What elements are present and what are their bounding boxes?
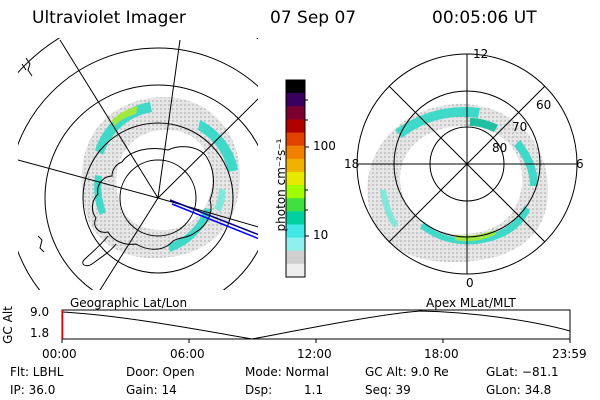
aurora-patch [420,206,530,245]
xtick-0600: 06:00 [170,347,205,361]
colorbar-segment [286,250,305,265]
xtick-1200: 12:00 [297,347,332,361]
colorbar-unit-label: photon cm⁻²s⁻¹ [274,138,288,232]
glat-info: GLat: −81.1 [486,365,559,379]
instrument-title: Ultraviolet Imager [32,8,186,28]
oval-background [367,103,548,263]
aurora-oval-left [81,96,241,259]
aurora-patch [514,140,538,186]
mlat-label-80: 80 [492,141,508,155]
filter-info: Flt: LBHL [10,365,64,379]
mlt-label-0: 0 [466,276,474,290]
colorbar-segment [286,263,305,278]
colorbar-frame [285,79,306,278]
mlat-label-60: 60 [536,98,552,112]
peninsula [82,235,117,267]
dsp-label: Dsp: [245,383,273,397]
colorbar-segment [286,158,305,173]
colorbar-segment [286,198,305,212]
aurora-patch [112,106,138,126]
apex-caption: Apex MLat/MLT [426,296,516,310]
date-label: 07 Sep 07 [270,8,357,28]
gc-alt-info: GC Alt: 9.0 Re [365,365,449,379]
colorbar-tick-100: 100 [313,139,336,153]
mlt-label-18: 18 [344,157,360,171]
apex-map [356,53,578,275]
xaxis-ticks [61,339,571,343]
colorbar-segment [286,119,305,134]
dsp-value: 1.1 [304,383,324,397]
altitude-curve [61,310,571,340]
xtick-2359: 23:59 [552,347,587,361]
colorbar-ticks [305,99,309,237]
colorbar-segment [286,237,305,252]
glon-info: GLon: 34.8 [486,383,552,397]
door-info: Door: Open [126,365,195,379]
colorbar-segment [286,80,305,94]
mlat-label-70: 70 [512,120,528,134]
colorbar-segment [286,106,305,120]
aurora-patch [214,188,226,212]
aurora-patch [198,120,238,172]
altitude-ytick-high: 9.0 [30,305,50,319]
ip-info: IP: 36.0 [10,383,56,397]
seq-info: Seq: 39 [365,383,411,397]
colorbar-segment [286,171,305,186]
colorbar-segment [286,93,305,107]
colorbar [285,79,306,278]
colorbar-segment [286,185,305,199]
mlt-lines [357,54,577,274]
colorbar-segment [286,224,305,239]
aurora-patch [95,102,152,155]
coastline [91,146,214,250]
altitude-plot [61,309,571,343]
gain-info: Gain: 14 [126,383,177,397]
aurora-patch [94,175,106,215]
aurora-patch [470,118,498,132]
altitude-ylabel: GC Alt [0,306,15,344]
aurora-patch [395,106,480,138]
colorbar-tick-10: 10 [313,228,329,242]
colorbar-segment [286,145,305,160]
mlt-label-6: 6 [576,157,584,171]
mode-info: Mode: Normal [245,365,329,379]
latitude-circles [18,38,258,290]
colorbar-segment [286,211,305,225]
coastline-fragment [21,57,45,253]
time-label: 00:05:06 UT [432,8,537,28]
mlt-label-12: 12 [473,47,489,61]
geographic-map [18,38,258,290]
xtick-0000: 00:00 [42,347,77,361]
aurora-oval-right [367,103,548,263]
aurora-patch [380,190,398,228]
colorbar-segment [286,132,305,147]
satellite-track [169,199,258,240]
xtick-1800: 18:00 [424,347,459,361]
altitude-ytick-low: 1.8 [30,326,50,340]
geographic-caption: Geographic Lat/Lon [70,296,188,310]
aurora-patch [168,208,212,252]
aurora-patch [455,230,496,242]
